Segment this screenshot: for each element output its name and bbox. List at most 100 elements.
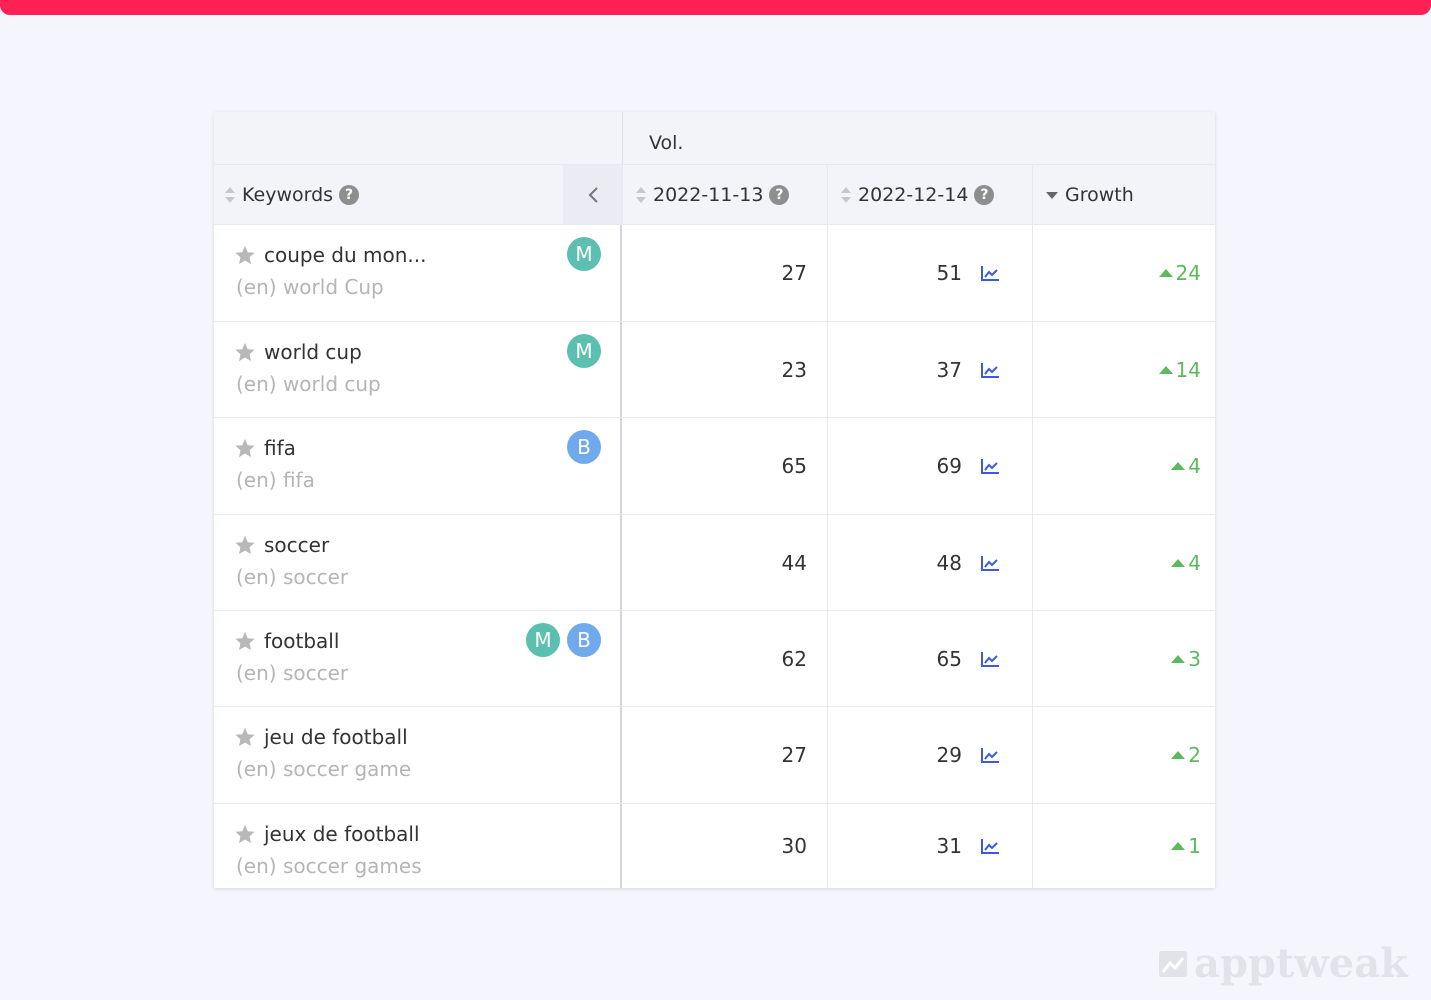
table-row: jeux de football (en) soccer games 30 31 1 (214, 803, 1215, 888)
keyword-cell: jeux de football (en) soccer games (214, 804, 622, 888)
volume-value: 37 (936, 357, 962, 382)
header-group-label: Vol. (649, 132, 684, 154)
growth-cell: 2 (1032, 707, 1215, 803)
collapse-button[interactable] (563, 165, 622, 224)
column-header[interactable]: Keywords? (214, 165, 622, 224)
volume-cell: 27 (781, 743, 807, 767)
keyword-cell: football (en) soccer M B (214, 611, 622, 706)
growth-value: 2 (1188, 743, 1201, 767)
star-icon[interactable] (234, 244, 256, 266)
growth-cell: 14 (1032, 322, 1215, 417)
table-row: coupe du mon... (en) world Cup M 27 51 24 (214, 224, 1215, 321)
growth-up-icon (1158, 267, 1174, 279)
volume-cell: 65 (827, 611, 1032, 706)
keyword-line: soccer (234, 533, 329, 557)
growth-up-icon (1170, 557, 1186, 569)
growth-value: 14 (1175, 357, 1201, 382)
sort-icon (635, 186, 647, 204)
translation: (en) soccer games (236, 854, 422, 878)
keyword: football (264, 629, 340, 653)
table-row: world cup (en) world cup M 23 37 14 (214, 321, 1215, 417)
badge: M (567, 334, 601, 368)
keyword-line: coupe du mon... (234, 243, 426, 267)
translation: (en) world Cup (236, 275, 384, 299)
volume-value: 48 (936, 550, 962, 575)
badges: M (567, 334, 601, 368)
keyword: jeu de football (264, 725, 408, 749)
volume-value: 69 (936, 454, 962, 478)
star-icon[interactable] (234, 534, 256, 556)
growth-value: 1 (1188, 834, 1201, 858)
star-icon[interactable] (234, 341, 256, 363)
keyword: coupe du mon... (264, 243, 427, 267)
trend-chart-icon[interactable] (980, 457, 1000, 475)
column-header[interactable]: Growth (1032, 165, 1215, 224)
column-header[interactable]: 2022-11-13? (622, 165, 827, 224)
keyword-line: jeux de football (234, 822, 420, 846)
column-header-label: 2022-11-13 (653, 183, 764, 206)
sort-icon (840, 186, 852, 204)
volume-cell: 51 (827, 225, 1032, 321)
help-icon: ? (974, 184, 995, 205)
volume-cell: 65 (781, 454, 807, 478)
growth-cell: 3 (1032, 611, 1215, 706)
keyword: soccer (264, 533, 330, 557)
volume-cell: 29 (827, 707, 1032, 803)
table-row: football (en) soccer M B 62 65 3 (214, 610, 1215, 706)
trend-chart-icon[interactable] (980, 264, 1000, 282)
growth-value: 4 (1188, 454, 1201, 478)
translation: (en) world cup (236, 372, 381, 396)
volume-cell: 62 (781, 646, 807, 671)
header-group-empty (214, 112, 622, 165)
keyword-cell: fifa (en) fifa B (214, 418, 622, 514)
keyword-cell: soccer (en) soccer (214, 515, 622, 610)
watermark-text: apptweak (1194, 940, 1408, 987)
trend-chart-icon[interactable] (980, 361, 1000, 379)
column-header-label: Growth (1065, 183, 1134, 206)
growth-value: 24 (1175, 261, 1201, 285)
help-icon: ? (769, 184, 790, 205)
column-header-label: Keywords (242, 183, 334, 206)
growth-cell: 24 (1032, 225, 1215, 321)
star-icon[interactable] (234, 823, 256, 845)
volume-cell: 31 (827, 804, 1032, 888)
growth-cell: 4 (1032, 418, 1215, 514)
watermark-logo (1159, 950, 1187, 977)
volume-cell: 37 (827, 322, 1032, 417)
column-header[interactable]: 2022-12-14? (827, 165, 1032, 224)
growth-cell: 1 (1032, 804, 1215, 888)
keyword-line: fifa (234, 436, 296, 460)
volume-cell: 27 (781, 261, 807, 285)
keyword-cell: jeu de football (en) soccer game (214, 707, 622, 803)
badges: M (567, 237, 601, 271)
keyword-cell: world cup (en) world cup M (214, 322, 622, 417)
keyword-line: world cup (234, 340, 362, 364)
trend-chart-icon[interactable] (980, 554, 1000, 572)
badge: M (526, 623, 560, 657)
growth-up-icon (1158, 364, 1174, 376)
translation: (en) soccer (236, 565, 349, 589)
table-row: fifa (en) fifa B 65 69 4 (214, 417, 1215, 514)
volume-value: 51 (936, 261, 962, 285)
growth-up-icon (1170, 460, 1186, 472)
keyword: fifa (264, 436, 296, 460)
volume-cell: 44 (781, 550, 807, 575)
translation: (en) fifa (236, 468, 315, 492)
star-icon[interactable] (234, 630, 256, 652)
volume-cell: 23 (781, 357, 807, 382)
trend-chart-icon[interactable] (980, 650, 1000, 668)
column-header-label: 2022-12-14 (858, 183, 969, 206)
watermark: apptweak (1158, 940, 1408, 987)
volume-value: 31 (936, 834, 962, 858)
keyword-cell: coupe du mon... (en) world Cup M (214, 225, 622, 321)
growth-up-icon (1170, 840, 1186, 852)
growth-cell: 4 (1032, 515, 1215, 610)
help-icon: ? (339, 184, 360, 205)
badge: B (567, 623, 601, 657)
volume-value: 65 (936, 646, 962, 671)
trend-chart-icon[interactable] (980, 837, 1000, 855)
star-icon[interactable] (234, 726, 256, 748)
trend-chart-icon[interactable] (980, 746, 1000, 764)
star-icon[interactable] (234, 437, 256, 459)
